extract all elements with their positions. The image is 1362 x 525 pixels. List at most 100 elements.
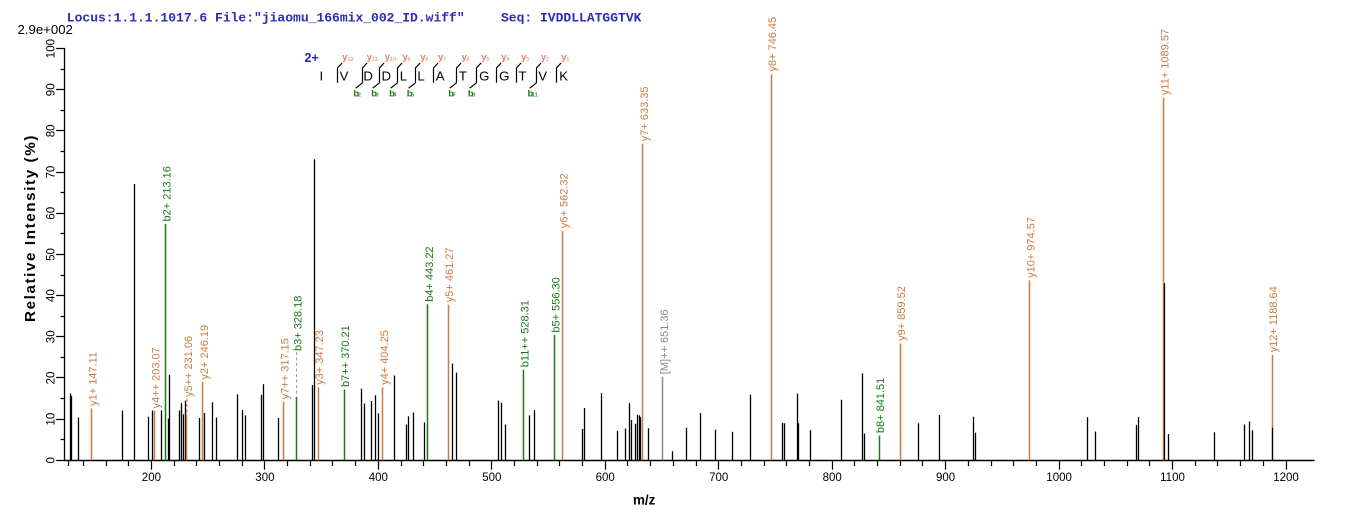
svg-text:V: V — [340, 68, 349, 83]
svg-text:2+: 2+ — [305, 51, 319, 65]
svg-text:30: 30 — [46, 330, 58, 343]
svg-text:b11++ 528.31: b11++ 528.31 — [520, 300, 532, 367]
svg-text:b5+ 556.30: b5+ 556.30 — [551, 277, 563, 332]
svg-text:1200: 1200 — [1273, 472, 1299, 484]
svg-text:200: 200 — [142, 472, 161, 484]
svg-text:7: 7 — [453, 92, 456, 98]
svg-text:b7++ 370.21: b7++ 370.21 — [340, 325, 352, 387]
svg-text:I: I — [319, 68, 323, 83]
svg-text:b2+ 213.16: b2+ 213.16 — [161, 166, 173, 221]
svg-text:L: L — [400, 68, 407, 83]
svg-text:y: y — [521, 52, 527, 63]
svg-text:500: 500 — [482, 472, 501, 484]
svg-text:b: b — [448, 88, 454, 99]
svg-text:11: 11 — [372, 57, 379, 63]
svg-text:T: T — [459, 68, 467, 83]
svg-text:b: b — [468, 88, 474, 99]
svg-text:y12+ 1188.64: y12+ 1188.64 — [1268, 286, 1280, 352]
svg-text:8: 8 — [425, 57, 429, 63]
svg-text:b: b — [407, 88, 413, 99]
svg-text:4: 4 — [393, 92, 397, 98]
svg-text:D: D — [382, 68, 392, 83]
svg-text:b4+ 443.22: b4+ 443.22 — [424, 246, 436, 301]
svg-text:y: y — [403, 52, 409, 63]
svg-text:2: 2 — [546, 57, 549, 63]
svg-text:K: K — [559, 68, 568, 83]
svg-text:y4+ 404.25: y4+ 404.25 — [379, 330, 391, 385]
svg-text:700: 700 — [709, 472, 728, 484]
svg-text:y9+ 859.52: y9+ 859.52 — [896, 286, 908, 341]
svg-text:y: y — [462, 52, 468, 63]
svg-text:9: 9 — [407, 57, 411, 63]
svg-text:2.9e+002: 2.9e+002 — [18, 22, 73, 37]
svg-text:8: 8 — [472, 92, 476, 98]
svg-text:6: 6 — [467, 57, 471, 63]
svg-text:y: y — [561, 52, 567, 63]
svg-text:y11+ 1089.57: y11+ 1089.57 — [1160, 29, 1172, 95]
svg-text:11: 11 — [532, 92, 539, 98]
svg-text:3: 3 — [376, 92, 380, 98]
svg-text:y: y — [385, 52, 391, 63]
svg-text:y: y — [481, 52, 487, 63]
svg-text:b: b — [371, 88, 377, 99]
svg-text:60: 60 — [46, 207, 58, 220]
svg-text:0: 0 — [46, 457, 58, 463]
svg-text:b8+ 841.51: b8+ 841.51 — [875, 378, 887, 433]
svg-text:Seq: IVDDLLATGGTVK: Seq: IVDDLLATGGTVK — [501, 11, 642, 26]
svg-text:600: 600 — [596, 472, 615, 484]
svg-text:y6+ 562.32: y6+ 562.32 — [559, 173, 571, 228]
svg-text:20: 20 — [46, 372, 58, 385]
svg-text:[M]++ 651.36: [M]++ 651.36 — [659, 309, 671, 374]
svg-text:2: 2 — [358, 92, 361, 98]
svg-text:70: 70 — [46, 166, 58, 179]
svg-text:y3+ 347.23: y3+ 347.23 — [314, 330, 326, 385]
svg-text:3: 3 — [526, 57, 530, 63]
svg-text:y4++ 203.07: y4++ 203.07 — [150, 347, 162, 408]
svg-text:900: 900 — [936, 472, 955, 484]
svg-text:5: 5 — [411, 92, 415, 98]
svg-text:y5++ 231.06: y5++ 231.06 — [183, 336, 195, 397]
svg-text:5: 5 — [486, 57, 490, 63]
svg-text:b: b — [389, 88, 395, 99]
svg-text:L: L — [417, 68, 424, 83]
svg-text:b: b — [528, 88, 534, 99]
svg-text:y8+ 746.45: y8+ 746.45 — [767, 17, 779, 72]
svg-text:y: y — [367, 52, 373, 63]
svg-text:G: G — [479, 68, 489, 83]
svg-text:800: 800 — [823, 472, 842, 484]
svg-text:Locus:1.1.1.1017.6 File:"jiaom: Locus:1.1.1.1017.6 File:"jiaomu_166mix_0… — [67, 11, 465, 26]
svg-text:10: 10 — [390, 57, 396, 63]
svg-text:y: y — [342, 52, 348, 63]
svg-text:Relative Intensity (%): Relative Intensity (%) — [22, 134, 39, 322]
svg-text:12: 12 — [347, 57, 353, 63]
svg-text:40: 40 — [46, 289, 58, 302]
svg-text:50: 50 — [46, 248, 58, 261]
svg-text:A: A — [436, 68, 445, 83]
svg-text:y1+ 147.11: y1+ 147.11 — [88, 352, 100, 406]
svg-text:90: 90 — [46, 83, 58, 96]
svg-text:300: 300 — [255, 472, 274, 484]
svg-text:D: D — [363, 68, 373, 83]
svg-text:y: y — [501, 52, 507, 63]
svg-text:y7++ 317.15: y7++ 317.15 — [280, 338, 292, 399]
svg-text:b3+ 328.18: b3+ 328.18 — [293, 296, 305, 351]
svg-text:400: 400 — [369, 472, 388, 484]
svg-text:b: b — [353, 88, 359, 99]
svg-text:G: G — [499, 68, 509, 83]
svg-text:y: y — [438, 52, 444, 63]
svg-text:4: 4 — [506, 57, 510, 63]
svg-text:80: 80 — [46, 125, 58, 138]
svg-text:10: 10 — [46, 413, 58, 426]
svg-text:T: T — [518, 68, 526, 83]
svg-text:y7+ 633.35: y7+ 633.35 — [639, 86, 651, 141]
svg-text:y2+ 246.19: y2+ 246.19 — [199, 325, 211, 380]
svg-text:y: y — [541, 52, 547, 63]
svg-text:V: V — [538, 68, 547, 83]
svg-text:1: 1 — [566, 57, 570, 63]
svg-text:y5+ 461.27: y5+ 461.27 — [444, 247, 456, 302]
svg-text:100: 100 — [46, 39, 58, 58]
svg-text:1100: 1100 — [1160, 472, 1185, 484]
svg-text:1000: 1000 — [1046, 472, 1072, 484]
svg-text:y10+ 974.57: y10+ 974.57 — [1026, 217, 1038, 278]
svg-text:y: y — [420, 52, 426, 63]
